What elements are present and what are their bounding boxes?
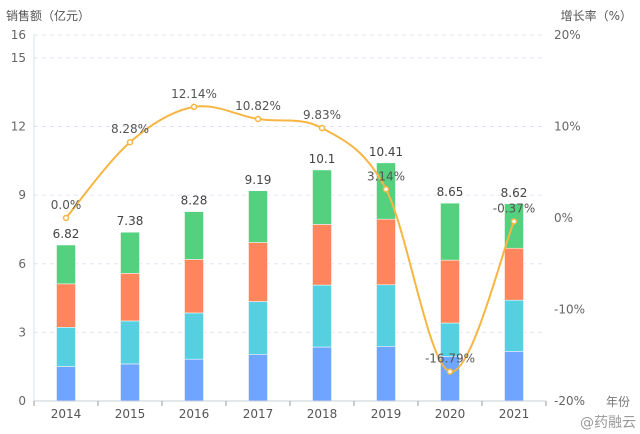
growth-point xyxy=(510,218,518,225)
x-tick-label: 2017 xyxy=(243,407,274,421)
bar-total-label: 6.82 xyxy=(53,227,80,241)
y2-tick-label: -10% xyxy=(554,303,585,317)
bar-segment-3 xyxy=(504,247,524,301)
bar-segment-3 xyxy=(376,218,396,286)
bar-segment-1 xyxy=(504,351,524,402)
growth-label: 10.82% xyxy=(235,99,281,113)
x-tick-label: 2019 xyxy=(371,407,402,421)
bar-segment-1 xyxy=(184,358,204,402)
bar-segment-3 xyxy=(120,273,140,322)
growth-point xyxy=(126,138,134,146)
y-tick-label: 16 xyxy=(11,28,26,42)
bar-total-label: 8.28 xyxy=(181,194,208,208)
bar-total-label: 7.38 xyxy=(117,214,144,228)
bar-segment-4 xyxy=(440,202,460,261)
bar-segment-2 xyxy=(120,320,140,365)
growth-point xyxy=(318,124,326,132)
bar-segment-3 xyxy=(56,283,76,328)
bar-segment-2 xyxy=(56,327,76,367)
growth-label: 12.14% xyxy=(171,87,217,101)
y-tick-label: 6 xyxy=(18,257,26,271)
y-tick-label: 9 xyxy=(18,188,26,202)
bar-total-label: 8.62 xyxy=(501,186,528,200)
bar-segment-2 xyxy=(312,284,332,348)
watermark: @药融云 xyxy=(580,415,636,430)
bar-segment-2 xyxy=(504,299,524,352)
y2-tick-label: 10% xyxy=(554,120,581,134)
bar-segment-3 xyxy=(184,259,204,314)
bar-segment-1 xyxy=(248,354,268,402)
x-tick-label: 2014 xyxy=(51,407,82,421)
bar-segment-3 xyxy=(248,242,268,302)
bar-segment-3 xyxy=(440,259,460,324)
bar-segment-4 xyxy=(248,190,268,243)
y-axis-title: 销售额（亿元） xyxy=(6,8,90,23)
growth-point xyxy=(62,214,70,222)
x-tick-label: 2016 xyxy=(179,407,210,421)
bar-segment-4 xyxy=(120,231,140,274)
x-tick-label: 2021 xyxy=(499,407,530,421)
growth-point xyxy=(446,368,454,375)
bar-segment-1 xyxy=(120,363,140,402)
y2-tick-label: 0% xyxy=(554,211,573,225)
bar-total-label: 8.65 xyxy=(437,185,464,199)
growth-label: 8.28% xyxy=(111,122,149,136)
growth-label: -0.37% xyxy=(493,201,535,215)
y-tick-label: 12 xyxy=(11,120,26,134)
x-axis-title: 年份 xyxy=(606,395,630,409)
bar-segment-2 xyxy=(184,312,204,360)
growth-label: 3.14% xyxy=(367,169,405,183)
growth-label: -16.79% xyxy=(425,352,475,366)
y-tick-label: 0 xyxy=(18,394,26,408)
y2-tick-label: -20% xyxy=(554,394,585,408)
y-tick-label: 3 xyxy=(18,325,26,339)
bar-segment-2 xyxy=(376,284,396,347)
growth-point xyxy=(382,186,390,193)
bar-segment-4 xyxy=(312,169,332,225)
bar-segment-1 xyxy=(56,366,76,402)
bar-segment-1 xyxy=(376,346,396,402)
bar-segment-4 xyxy=(56,244,76,285)
bar-segment-3 xyxy=(312,224,332,286)
y2-axis-title: 增长率（%） xyxy=(561,8,632,23)
bar-total-label: 10.41 xyxy=(369,145,403,159)
growth-point xyxy=(254,115,262,123)
growth-label: 0.0% xyxy=(51,198,82,212)
bar-segment-1 xyxy=(312,346,332,402)
bar-segment-4 xyxy=(184,211,204,260)
y2-tick-label: 20% xyxy=(554,28,581,42)
x-tick-label: 2018 xyxy=(307,407,338,421)
bar-total-label: 10.1 xyxy=(309,152,336,166)
growth-label: 9.83% xyxy=(303,108,341,122)
y-tick-label: 15 xyxy=(11,51,26,65)
bar-total-label: 9.19 xyxy=(245,173,272,187)
growth-point xyxy=(190,103,198,111)
x-tick-label: 2020 xyxy=(435,407,466,421)
x-tick-label: 2015 xyxy=(115,407,146,421)
bar-segment-2 xyxy=(248,301,268,355)
